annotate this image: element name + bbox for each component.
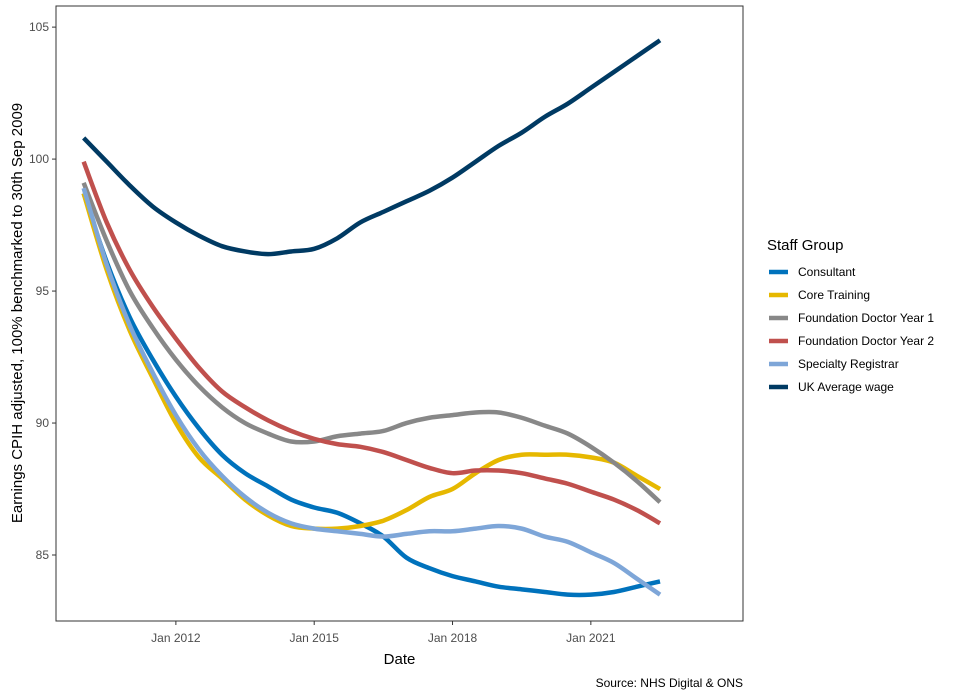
y-tick-label: 100	[29, 152, 49, 166]
legend-label-specialty-registrar: Specialty Registrar	[798, 357, 899, 371]
source-caption: Source: NHS Digital & ONS	[596, 676, 743, 690]
series-line-core-training	[81, 192, 662, 532]
legend-label-consultant: Consultant	[798, 265, 856, 279]
legend-label-core-training: Core Training	[798, 288, 870, 302]
series-line-foundation-doctor-year-2	[81, 160, 662, 526]
legend-label-foundation-doctor-year-2: Foundation Doctor Year 2	[798, 334, 934, 348]
series-line-consultant	[81, 192, 661, 598]
x-axis: Jan 2012 Jan 2015 Jan 2018 Jan 2021	[151, 621, 616, 645]
y-tick-label: 90	[36, 416, 50, 430]
series-line-specialty-registrar	[81, 187, 662, 597]
panel-border	[55, 5, 744, 622]
y-axis: 85 90 95 100 105	[29, 20, 56, 562]
x-tick-label: Jan 2021	[566, 631, 616, 645]
series-layer	[81, 38, 662, 598]
y-tick-label: 105	[29, 20, 49, 34]
legend-title: Staff Group	[767, 237, 843, 254]
x-axis-title: Date	[384, 651, 416, 668]
x-tick-label: Jan 2015	[290, 631, 340, 645]
x-tick-label: Jan 2018	[428, 631, 478, 645]
x-tick-label: Jan 2012	[151, 631, 201, 645]
legend-label-uk-average-wage: UK Average wage	[798, 380, 894, 394]
y-tick-label: 95	[36, 284, 50, 298]
y-tick-label: 85	[36, 548, 50, 562]
legend-label-foundation-doctor-year-1: Foundation Doctor Year 1	[798, 311, 934, 325]
series-line-uk-average-wage	[82, 38, 662, 257]
legend: Staff Group Consultant Core Training Found…	[767, 237, 934, 394]
series-line-foundation-doctor-year-1	[81, 182, 662, 504]
y-axis-title: Earnings CPIH adjusted, 100% benchmarked…	[9, 103, 26, 523]
